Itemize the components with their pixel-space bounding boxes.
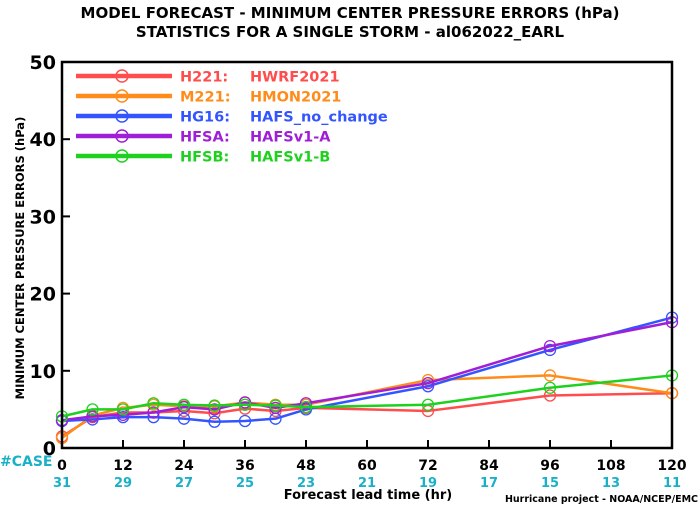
data-point-hfsb bbox=[421, 398, 435, 411]
data-point-hfsb bbox=[116, 403, 130, 416]
series-layer bbox=[55, 311, 679, 445]
y-tick-label: 40 bbox=[30, 129, 56, 151]
case-count: 23 bbox=[297, 476, 315, 491]
data-point-hfsa bbox=[208, 403, 221, 416]
case-count: 17 bbox=[480, 476, 498, 491]
legend-name-hg16: HG16: bbox=[180, 110, 230, 126]
data-point-hg16 bbox=[86, 413, 99, 426]
y-tick-label: 20 bbox=[30, 284, 56, 306]
data-point-hfsa bbox=[421, 377, 435, 390]
legend-marker-hfsa bbox=[115, 129, 129, 143]
legend-desc-hfsb: HAFSv1-B bbox=[250, 150, 330, 166]
x-axis-label: Forecast lead time (hr) bbox=[284, 488, 452, 503]
case-count: 31 bbox=[53, 476, 71, 491]
data-point-h221 bbox=[543, 389, 557, 402]
legend-desc-m221: HMON2021 bbox=[250, 90, 341, 106]
data-point-hfsa bbox=[299, 397, 313, 410]
case-count: 25 bbox=[236, 476, 254, 491]
x-tick-label: 96 bbox=[540, 458, 559, 474]
data-point-hfsb bbox=[86, 403, 99, 416]
case-count: 11 bbox=[663, 476, 681, 491]
x-tick-label: 0 bbox=[57, 458, 67, 474]
legend-desc-h221: HWRF2021 bbox=[250, 70, 340, 86]
data-point-hfsb bbox=[269, 399, 282, 412]
legend-name-m221: M221: bbox=[180, 90, 231, 106]
x-tick-label: 36 bbox=[235, 458, 254, 474]
case-counts: 31 29 27 25 23 21 19 17 15 13 11 bbox=[53, 476, 681, 491]
data-point-hfsb bbox=[543, 381, 557, 394]
data-point-hfsa bbox=[147, 406, 160, 419]
y-tick-label: 10 bbox=[30, 361, 56, 383]
data-point-hfsb bbox=[299, 400, 313, 414]
data-point-hg16 bbox=[421, 380, 435, 393]
legend-marker-hfsb bbox=[115, 149, 129, 163]
legend-name-hfsa: HFSA: bbox=[180, 130, 230, 146]
data-point-hg16 bbox=[543, 343, 557, 357]
data-point-hfsa bbox=[86, 410, 99, 423]
data-point-m221 bbox=[543, 369, 557, 382]
case-count: 29 bbox=[114, 476, 132, 491]
y-axis-label: MINIMUM CENTER PRESSURE ERRORS (hPa) bbox=[13, 117, 27, 400]
legend-marker-m221 bbox=[115, 89, 129, 103]
data-point-h221 bbox=[208, 407, 221, 420]
legend-marker-hg16 bbox=[115, 109, 129, 123]
case-count: 21 bbox=[358, 476, 376, 491]
x-tick-label: 12 bbox=[113, 458, 132, 474]
data-point-hfsb bbox=[177, 398, 191, 411]
chart-subtitle: STATISTICS FOR A SINGLE STORM - al062022… bbox=[136, 23, 565, 41]
data-point-hfsa bbox=[543, 339, 557, 353]
case-count: 19 bbox=[419, 476, 437, 491]
case-count: 13 bbox=[602, 476, 620, 491]
legend-name-hfsb: HFSB: bbox=[180, 150, 229, 166]
data-point-hfsb bbox=[238, 398, 252, 411]
legend-desc-hg16: HAFS_no_change bbox=[250, 110, 388, 126]
x-tick-label: 84 bbox=[479, 458, 499, 474]
x-tick-label: 24 bbox=[174, 458, 194, 474]
case-count: 15 bbox=[541, 476, 559, 491]
data-point-hg16 bbox=[238, 414, 252, 428]
legend-marker-h221 bbox=[115, 69, 129, 83]
x-tick-label: 48 bbox=[296, 458, 315, 474]
x-tick-label: 120 bbox=[657, 458, 686, 474]
credit-text: Hurricane project - NOAA/NCEP/EMC bbox=[505, 494, 698, 505]
y-tick-label: 50 bbox=[30, 52, 56, 74]
x-tick-label: 108 bbox=[596, 458, 625, 474]
case-count: 27 bbox=[175, 476, 193, 491]
data-point-hfsb bbox=[147, 397, 160, 410]
x-tick-label: 60 bbox=[357, 458, 377, 474]
case-label: #CASE bbox=[0, 454, 53, 470]
chart-title: MODEL FORECAST - MINIMUM CENTER PRESSURE… bbox=[81, 4, 620, 22]
legend-name-h221: H221: bbox=[180, 70, 228, 86]
y-tick-label: 30 bbox=[30, 206, 56, 228]
data-point-hfsb bbox=[208, 399, 221, 412]
data-point-hg16 bbox=[208, 415, 221, 428]
legend-desc-hfsa: HAFSv1-A bbox=[250, 130, 331, 146]
y-axis-ticks: 0 10 20 30 40 50 bbox=[30, 52, 70, 460]
y-tick-label: 0 bbox=[43, 438, 56, 460]
x-tick-label: 72 bbox=[418, 458, 437, 474]
x-axis-ticks: 0 12 24 36 48 60 72 84 96 108 120 bbox=[57, 440, 687, 474]
legend: H221: HWRF2021 M221: HMON2021 HG16: HAFS_no_c… bbox=[76, 69, 388, 166]
